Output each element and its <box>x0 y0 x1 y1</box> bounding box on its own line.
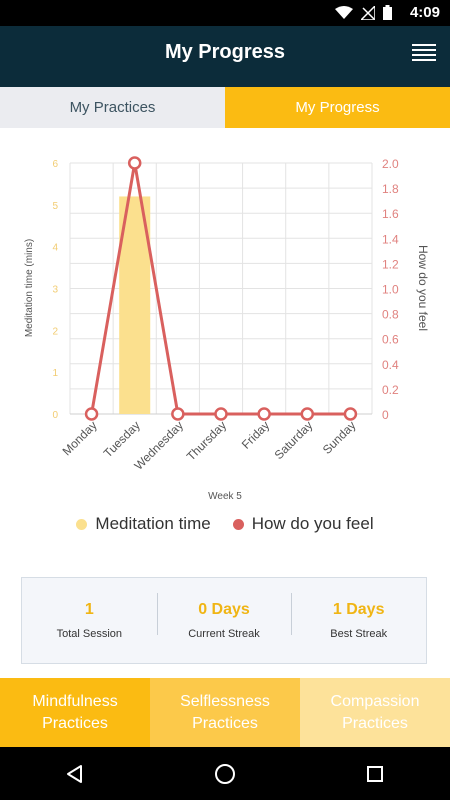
feel-point <box>257 407 271 421</box>
compassion-practices-button[interactable]: Compassion Practices <box>300 678 450 747</box>
y-tick-label: 5 <box>52 201 58 212</box>
y2-tick-label: 0 <box>382 408 389 422</box>
stat-current-streak: 0 Days Current Streak <box>156 593 292 640</box>
app-bar: My Progress <box>0 26 450 87</box>
x-tick-label: Tuesday <box>101 418 143 460</box>
y2-tick-label: 0.2 <box>382 383 399 397</box>
status-icons <box>335 5 392 20</box>
chart-legend: Meditation time How do you feel <box>0 512 450 536</box>
practice-bar: Mindfulness Practices Selflessness Pract… <box>0 678 450 747</box>
chart-svg: 0 1 2 3 4 5 6 0 0.2 0.4 0.6 0.8 1.0 1.2 1.4 1.6 1.8 2.0 Mo… <box>24 156 430 502</box>
legend-item-feel[interactable]: How do you feel <box>232 514 374 534</box>
y-tick-label: 1 <box>52 368 58 379</box>
y2-tick-label: 0.8 <box>382 308 399 322</box>
stat-label: Best Streak <box>330 628 388 640</box>
legend-swatch-meditation <box>76 518 88 530</box>
feel-point <box>214 407 228 421</box>
y2-tick-label: 1.6 <box>382 207 399 221</box>
x-tick-label: Saturday <box>272 418 316 462</box>
system-nav-bar <box>0 747 450 800</box>
selflessness-practices-button[interactable]: Selflessness Practices <box>150 678 300 747</box>
y2-tick-label: 1.8 <box>382 182 399 196</box>
y-tick-label: 0 <box>52 410 58 421</box>
x-tick-label: Monday <box>60 418 100 458</box>
stats-card: 1 Total Session 0 Days Current Streak 1 … <box>21 577 427 664</box>
wifi-icon <box>335 5 353 19</box>
back-triangle-icon[interactable] <box>55 754 95 794</box>
stat-total-session: 1 Total Session <box>22 601 157 640</box>
tab-my-progress[interactable]: My Progress <box>225 87 450 128</box>
tab-bar: My Practices My Progress <box>0 87 450 128</box>
y2-axis-title: How do you feel <box>416 245 430 331</box>
home-circle-icon[interactable] <box>205 754 245 794</box>
y-tick-label: 4 <box>52 243 58 254</box>
feel-point <box>300 407 315 421</box>
y2-tick-label: 0.6 <box>382 333 399 347</box>
x-axis-title: Week 5 <box>208 491 242 502</box>
stat-label: Current Streak <box>188 628 260 640</box>
feel-point <box>171 407 185 421</box>
tab-my-practices[interactable]: My Practices <box>0 87 225 128</box>
mindfulness-practices-button[interactable]: Mindfulness Practices <box>0 678 150 747</box>
chart-bar <box>119 196 151 414</box>
y-axis-title: Meditation time (mins) <box>24 239 35 337</box>
page-title: My Progress <box>164 41 286 63</box>
y2-tick-label: 1.4 <box>382 232 399 246</box>
recents-square-icon[interactable] <box>355 754 395 794</box>
y2-tick-label: 2.0 <box>382 157 399 171</box>
hamburger-menu-icon[interactable] <box>412 44 436 68</box>
legend-label-meditation: Meditation time <box>95 514 211 533</box>
legend-swatch-feel <box>232 518 244 530</box>
feel-point <box>127 156 142 170</box>
status-bar: 4:09 <box>0 0 450 26</box>
stat-best-streak: 1 Days Best Streak <box>291 593 426 640</box>
x-tick-label: Friday <box>239 418 272 451</box>
feel-point <box>343 407 358 421</box>
stat-value: 1 <box>84 601 94 618</box>
status-time: 4:09 <box>409 4 440 21</box>
y2-tick-label: 0.4 <box>382 358 399 372</box>
progress-chart: 0 1 2 3 4 5 6 0 0.2 0.4 0.6 0.8 1.0 1.2 1.4 1.6 1.8 2.0 Mo… <box>0 140 450 560</box>
y-tick-label: 3 <box>52 285 58 296</box>
feel-point <box>84 407 99 421</box>
x-tick-label: Thursday <box>184 418 229 463</box>
no-signal-icon <box>361 5 375 20</box>
stat-label: Total Session <box>56 628 123 640</box>
stat-value: 0 Days <box>198 601 250 618</box>
legend-label-feel: How do you feel <box>251 514 374 533</box>
stat-value: 1 Days <box>332 601 385 618</box>
battery-icon <box>383 5 392 20</box>
x-tick-label: Sunday <box>320 418 359 457</box>
y-tick-label: 6 <box>52 159 58 170</box>
legend-item-meditation[interactable]: Meditation time <box>76 514 211 534</box>
y-tick-label: 2 <box>52 326 58 337</box>
y2-tick-label: 1.2 <box>382 257 399 271</box>
y2-tick-label: 1.0 <box>382 283 399 297</box>
